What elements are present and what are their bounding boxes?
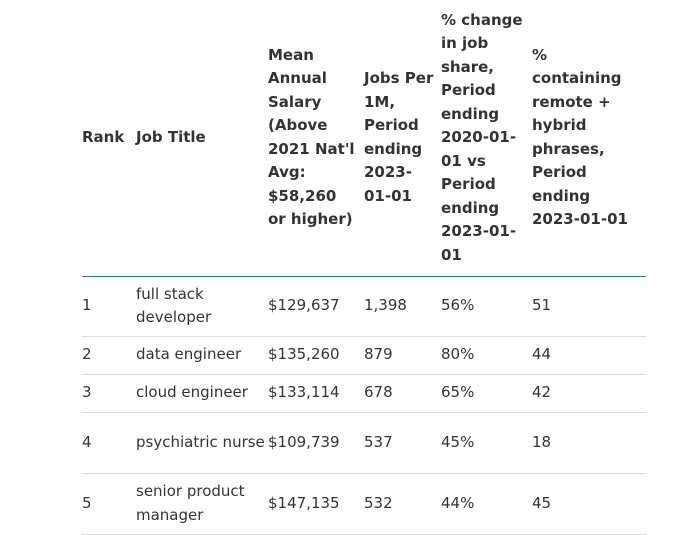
cell-salary: $135,260 [268,336,364,375]
cell-job-title: full stack developer [136,276,268,337]
cell-jobs-per-1m: 1,398 [364,276,441,337]
cell-percent-change: 44% [441,473,532,535]
cell-rank: 5 [82,473,136,535]
table-row: 4 psychiatric nurse $109,739 537 45% 18 [82,412,646,474]
header-percent-remote-hybrid: % containing remote + hybrid phrases, Pe… [532,0,646,277]
cell-job-title: cloud engineer [136,374,268,413]
table-row: 2 data engineer $135,260 879 80% 44 [82,336,646,375]
cell-job-title: data engineer [136,336,268,375]
cell-percent-remote: 42 [532,374,646,413]
cell-salary: $147,135 [268,473,364,535]
header-rank: Rank [82,0,136,277]
cell-percent-change: 56% [441,276,532,337]
cell-percent-change: 80% [441,336,532,375]
table-header-row: Rank Job Title Mean Annual Salary (Above… [82,0,646,277]
cell-rank: 1 [82,276,136,337]
cell-rank: 2 [82,336,136,375]
header-job-title: Job Title [136,0,268,277]
cell-percent-remote: 44 [532,336,646,375]
cell-percent-change: 65% [441,374,532,413]
cell-job-title: senior product manager [136,473,268,535]
cell-percent-remote: 45 [532,473,646,535]
cell-job-title: psychiatric nurse [136,412,268,474]
table-row: 3 cloud engineer $133,114 678 65% 42 [82,374,646,413]
cell-jobs-per-1m: 537 [364,412,441,474]
cell-jobs-per-1m: 879 [364,336,441,375]
cell-percent-change: 45% [441,412,532,474]
cell-salary: $133,114 [268,374,364,413]
header-percent-change-job-share: % change in job share, Period ending 202… [441,0,532,277]
cell-jobs-per-1m: 678 [364,374,441,413]
header-mean-annual-salary: Mean Annual Salary (Above 2021 Nat'l Avg… [268,0,364,277]
cell-percent-remote: 51 [532,276,646,337]
cell-salary: $109,739 [268,412,364,474]
header-jobs-per-1m: Jobs Per 1M, Period ending 2023-01-01 [364,0,441,277]
table-row: 5 senior product manager $147,135 532 44… [82,473,646,535]
cell-percent-remote: 18 [532,412,646,474]
table-row: 1 full stack developer $129,637 1,398 56… [82,276,646,337]
cell-jobs-per-1m: 532 [364,473,441,535]
cell-rank: 4 [82,412,136,474]
cell-salary: $129,637 [268,276,364,337]
cell-rank: 3 [82,374,136,413]
jobs-table: Rank Job Title Mean Annual Salary (Above… [82,0,646,535]
